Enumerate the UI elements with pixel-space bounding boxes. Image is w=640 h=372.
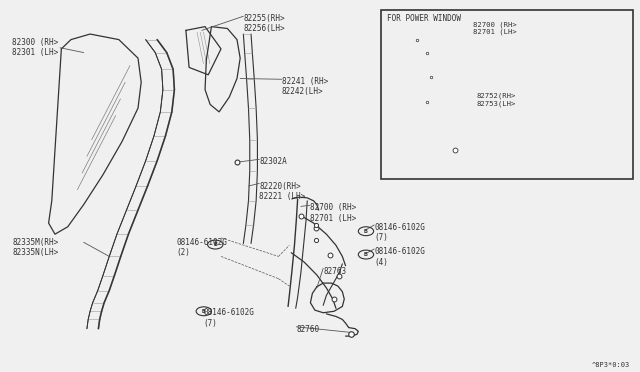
- Text: 08146-6102G
(7): 08146-6102G (7): [374, 223, 425, 243]
- Text: B: B: [213, 242, 217, 247]
- Text: 82241 (RH>
82242(LH>: 82241 (RH> 82242(LH>: [282, 77, 328, 96]
- Text: 82302A: 82302A: [259, 157, 287, 166]
- Text: B: B: [202, 309, 205, 314]
- Text: ^8P3*0:03: ^8P3*0:03: [591, 362, 630, 368]
- Text: 82700 (RH>
82701 (LH>: 82700 (RH> 82701 (LH>: [473, 22, 517, 35]
- Text: 82255(RH>
82256(LH>: 82255(RH> 82256(LH>: [243, 14, 285, 33]
- Text: 82763: 82763: [323, 267, 346, 276]
- Text: 82300 (RH>
82301 (LH>: 82300 (RH> 82301 (LH>: [12, 38, 58, 57]
- Text: 82335M(RH>
82335N(LH>: 82335M(RH> 82335N(LH>: [12, 238, 58, 257]
- Text: 08146-6102G
(4): 08146-6102G (4): [374, 247, 425, 267]
- Text: B: B: [364, 252, 368, 257]
- Text: 82760: 82760: [296, 325, 319, 334]
- Text: 82700 (RH>
82701 (LH>: 82700 (RH> 82701 (LH>: [310, 203, 356, 223]
- Text: 82752(RH>
82753(LH>: 82752(RH> 82753(LH>: [476, 93, 516, 107]
- Text: FOR POWER WINDOW: FOR POWER WINDOW: [387, 15, 461, 23]
- Text: 08146-6102G
(7): 08146-6102G (7): [204, 308, 255, 328]
- Text: B: B: [364, 229, 368, 234]
- Text: 82220(RH>
82221 (LH>: 82220(RH> 82221 (LH>: [259, 182, 305, 201]
- Bar: [381, 10, 633, 179]
- Text: 08146-6102G
(2): 08146-6102G (2): [176, 238, 227, 257]
